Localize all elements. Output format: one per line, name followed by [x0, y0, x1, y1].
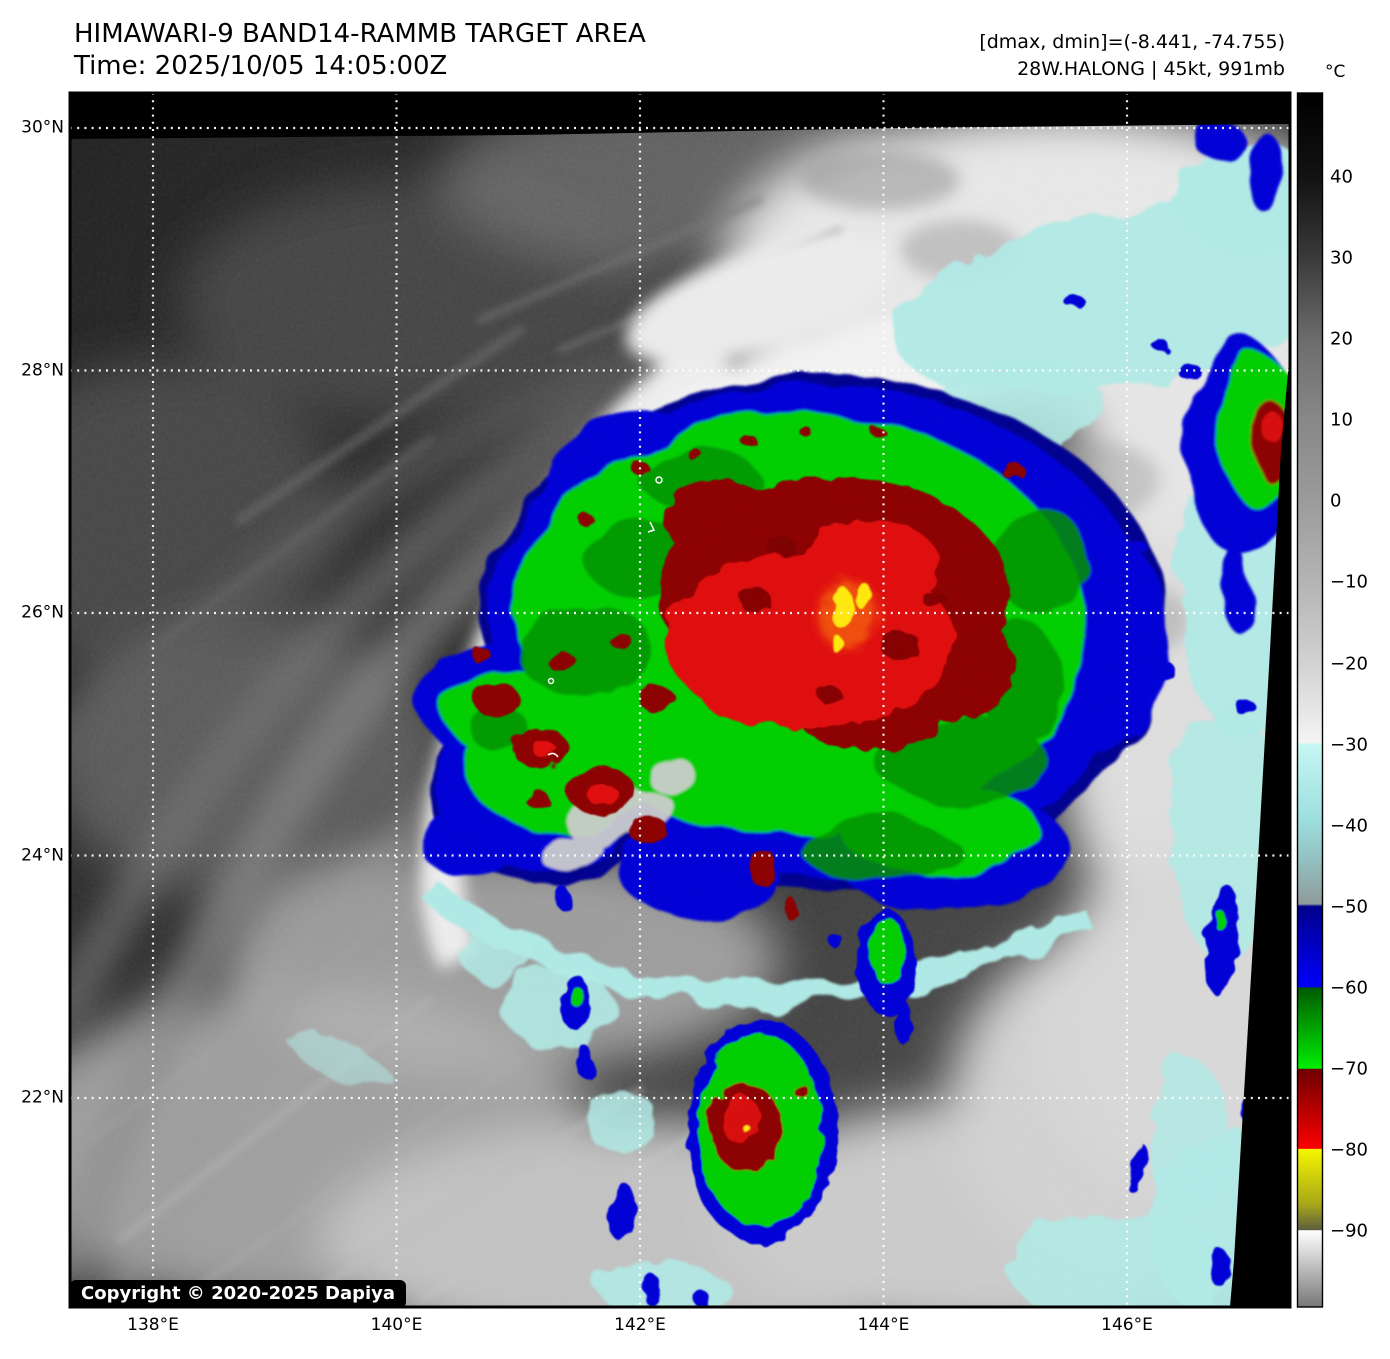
- cbar-tick-40: 40: [1330, 166, 1353, 188]
- cbar-tick-m40: −40: [1330, 815, 1368, 836]
- lat-label-28n: 28°N: [21, 360, 64, 381]
- cbar-tick-m20: −20: [1330, 653, 1368, 674]
- cbar-tick-m50: −50: [1330, 896, 1368, 917]
- lat-label-24n: 24°N: [21, 845, 64, 866]
- cbar-tick-10: 10: [1330, 409, 1353, 431]
- cbar-tick-m10: −10: [1330, 571, 1368, 593]
- lon-label-138e: 138°E: [127, 1315, 179, 1335]
- cbar-tick-m90: −90: [1330, 1220, 1368, 1242]
- colorbar: [1296, 92, 1324, 1308]
- map-frame: [68, 91, 1292, 1309]
- figure-title: HIMAWARI-9 BAND14-RAMMB TARGET AREA: [74, 19, 646, 49]
- lon-label-140e: 140°E: [370, 1315, 423, 1335]
- lat-label-30n: 30°N: [21, 117, 64, 138]
- lon-label-142e: 142°E: [614, 1315, 666, 1335]
- cbar-tick-m80: −80: [1330, 1139, 1368, 1161]
- texture-overlay-2: [70, 93, 1290, 1307]
- cbar-tick-m60: −60: [1330, 977, 1368, 999]
- lat-label-26n: 26°N: [21, 602, 64, 623]
- colorbar-unit-label: °C: [1325, 62, 1346, 82]
- graticule-group: [70, 93, 1290, 1307]
- figure-timestamp: Time: 2025/10/05 14:05:00Z: [74, 51, 448, 81]
- cbar-tick-m70: −70: [1330, 1058, 1368, 1080]
- lon-label-146e: 146°E: [1101, 1315, 1153, 1335]
- dmax-dmin-readout: [dmax, dmin]=(-8.441, -74.755): [979, 31, 1285, 53]
- copyright-badge: Copyright © 2020-2025 Dapiya: [70, 1280, 407, 1308]
- cbar-tick-20: 20: [1330, 328, 1353, 350]
- map-imagery-group: [70, 93, 1290, 1307]
- lat-label-22n: 22°N: [21, 1087, 64, 1108]
- no-data-right-wedge: [1230, 350, 1290, 1307]
- lon-label-144e: 144°E: [857, 1315, 910, 1335]
- cbar-tick-30: 30: [1330, 247, 1353, 269]
- cbar-tick-0: 0: [1330, 490, 1342, 512]
- cbar-tick-m30: −30: [1330, 734, 1368, 755]
- no-data-top-band: [70, 93, 1290, 139]
- storm-info-line: 28W.HALONG | 45kt, 991mb: [1017, 58, 1285, 80]
